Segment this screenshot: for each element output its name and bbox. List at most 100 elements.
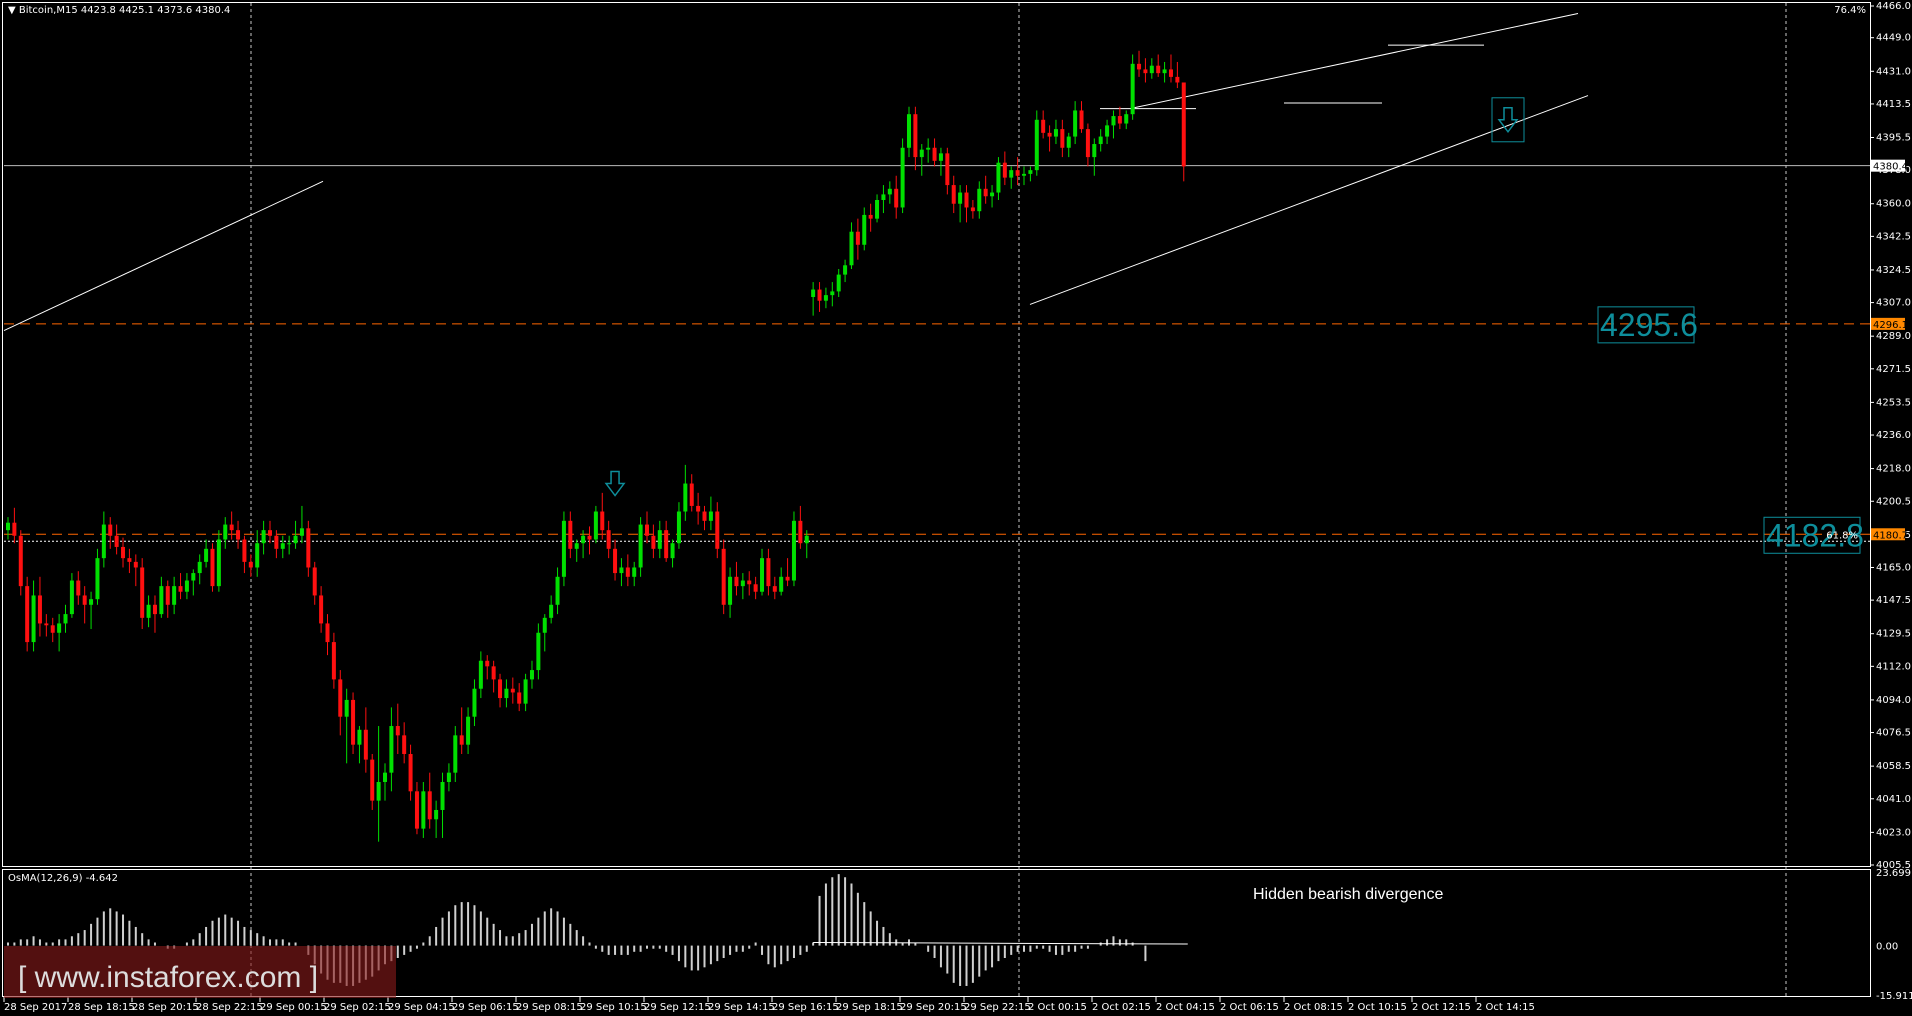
candle-body[interactable]: [1149, 65, 1154, 74]
candle-body[interactable]: [306, 528, 311, 568]
candle-body[interactable]: [140, 567, 145, 618]
candle-body[interactable]: [593, 511, 598, 540]
candle-body[interactable]: [734, 576, 739, 587]
candle-body[interactable]: [1156, 65, 1161, 74]
candle-body[interactable]: [63, 614, 68, 624]
candle-body[interactable]: [293, 535, 298, 544]
candle-body[interactable]: [977, 188, 982, 212]
candle-body[interactable]: [159, 586, 164, 615]
candle-body[interactable]: [1028, 170, 1033, 174]
candle-body[interactable]: [453, 735, 458, 773]
candle-body[interactable]: [906, 114, 911, 148]
candle-body[interactable]: [472, 688, 477, 717]
candle-body[interactable]: [683, 483, 688, 512]
candle-body[interactable]: [670, 543, 675, 559]
candle-body[interactable]: [1015, 170, 1020, 176]
candle-body[interactable]: [146, 604, 151, 618]
candle-body[interactable]: [242, 539, 247, 562]
candle-body[interactable]: [152, 604, 157, 615]
candle-body[interactable]: [894, 188, 899, 208]
candle-body[interactable]: [600, 511, 605, 531]
candlesticks[interactable]: [6, 50, 1186, 842]
candle-body[interactable]: [1111, 116, 1116, 126]
candle-body[interactable]: [37, 595, 42, 624]
candle-body[interactable]: [370, 759, 375, 801]
candle-body[interactable]: [938, 153, 943, 161]
candle-body[interactable]: [970, 207, 975, 212]
candle-body[interactable]: [855, 231, 860, 245]
candle-body[interactable]: [1105, 125, 1110, 137]
candle-body[interactable]: [613, 548, 618, 574]
candle-body[interactable]: [817, 289, 822, 301]
candle-body[interactable]: [1034, 119, 1039, 171]
candle-body[interactable]: [1124, 114, 1129, 124]
candle-body[interactable]: [357, 729, 362, 745]
candle-body[interactable]: [1002, 162, 1007, 178]
candle-body[interactable]: [779, 576, 784, 592]
candle-body[interactable]: [299, 528, 304, 536]
candle-body[interactable]: [491, 666, 496, 680]
candle-body[interactable]: [913, 114, 918, 158]
candle-body[interactable]: [478, 660, 483, 689]
candle-body[interactable]: [919, 149, 924, 158]
candle-body[interactable]: [721, 548, 726, 605]
candle-body[interactable]: [44, 623, 49, 626]
candle-body[interactable]: [95, 558, 100, 600]
candle-body[interactable]: [517, 692, 522, 704]
candle-body[interactable]: [223, 524, 228, 540]
candle-body[interactable]: [760, 558, 765, 592]
candle-body[interactable]: [485, 660, 490, 667]
candle-body[interactable]: [664, 530, 669, 559]
candle-body[interactable]: [325, 623, 330, 643]
candle-body[interactable]: [31, 595, 36, 643]
candle-body[interactable]: [69, 580, 74, 615]
candle-body[interactable]: [1098, 136, 1103, 145]
candle-body[interactable]: [498, 679, 503, 699]
candle-body[interactable]: [1092, 144, 1097, 158]
candle-body[interactable]: [581, 535, 586, 544]
candle-body[interactable]: [389, 726, 394, 773]
candle-body[interactable]: [312, 567, 317, 596]
candle-body[interactable]: [804, 535, 809, 544]
candle-body[interactable]: [951, 185, 956, 204]
price-axis[interactable]: 4466.04449.04431.04413.54395.54378.04360…: [1870, 1, 1912, 1002]
candle-body[interactable]: [983, 188, 988, 197]
candle-body[interactable]: [204, 548, 209, 562]
candle-body[interactable]: [766, 558, 771, 587]
candle-body[interactable]: [50, 625, 55, 633]
candle-body[interactable]: [255, 543, 260, 568]
candle-body[interactable]: [740, 580, 745, 587]
candle-body[interactable]: [836, 274, 841, 292]
candle-body[interactable]: [414, 791, 419, 829]
candle-body[interactable]: [1175, 76, 1180, 83]
candle-body[interactable]: [89, 599, 94, 605]
candle-body[interactable]: [1085, 129, 1090, 158]
candle-body[interactable]: [708, 511, 713, 521]
candle-body[interactable]: [523, 679, 528, 704]
candle-body[interactable]: [830, 291, 835, 296]
candle-body[interactable]: [376, 781, 381, 801]
candle-body[interactable]: [1181, 82, 1186, 167]
candle-body[interactable]: [191, 573, 196, 581]
candle-body[interactable]: [964, 192, 969, 208]
candle-body[interactable]: [1041, 119, 1046, 133]
candle-body[interactable]: [549, 604, 554, 618]
candle-body[interactable]: [1117, 116, 1122, 124]
candle-body[interactable]: [702, 511, 707, 521]
candle-body[interactable]: [632, 567, 637, 577]
candle-body[interactable]: [1168, 69, 1173, 77]
candle-body[interactable]: [657, 530, 662, 549]
candle-body[interactable]: [568, 520, 573, 549]
candle-body[interactable]: [101, 524, 106, 559]
candle-body[interactable]: [868, 214, 873, 219]
candle-body[interactable]: [363, 729, 368, 760]
candle-body[interactable]: [561, 520, 566, 577]
candle-body[interactable]: [459, 735, 464, 745]
candle-body[interactable]: [862, 214, 867, 245]
candle-body[interactable]: [542, 617, 547, 633]
candle-body[interactable]: [172, 586, 177, 605]
candle-body[interactable]: [408, 754, 413, 792]
candle-body[interactable]: [645, 524, 649, 536]
candle-body[interactable]: [236, 530, 241, 540]
candle-body[interactable]: [229, 524, 234, 531]
